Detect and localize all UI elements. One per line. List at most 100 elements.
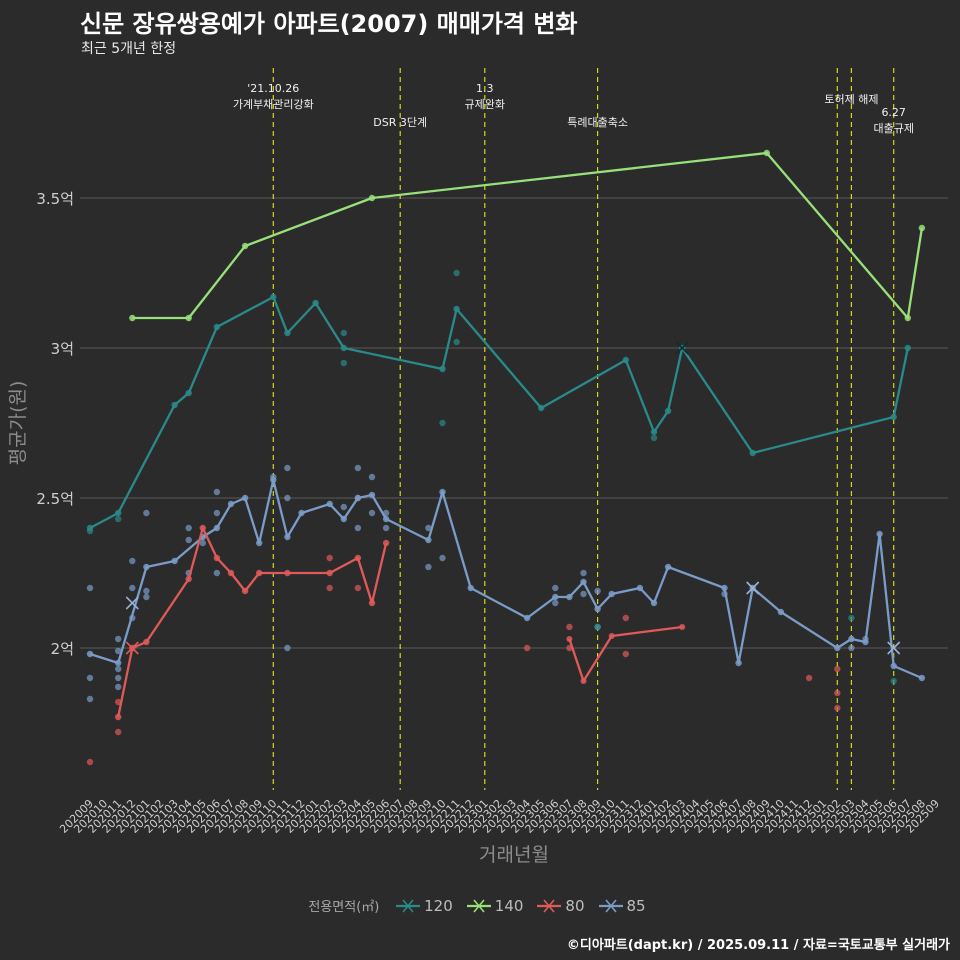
point-85 bbox=[115, 635, 122, 643]
line-point-85 bbox=[777, 608, 785, 616]
point-120 bbox=[340, 329, 347, 337]
point-85 bbox=[129, 557, 136, 565]
cross-stroke bbox=[675, 341, 689, 355]
cross-stroke bbox=[746, 581, 760, 595]
legend-label: 85 bbox=[626, 896, 646, 915]
line-point-120 bbox=[650, 428, 658, 436]
y-axis-label: 평균가(원) bbox=[7, 381, 29, 466]
line-point-85 bbox=[890, 662, 897, 670]
point-80 bbox=[326, 554, 333, 562]
line-point-80 bbox=[566, 636, 573, 642]
point-85 bbox=[213, 509, 221, 517]
line-point-120 bbox=[890, 413, 897, 421]
legend-key bbox=[394, 897, 422, 915]
point-80 bbox=[354, 584, 362, 592]
line-point-140 bbox=[918, 224, 926, 232]
point-120 bbox=[890, 677, 897, 685]
line-120 bbox=[89, 295, 909, 530]
point-120 bbox=[439, 419, 446, 427]
line-point-85 bbox=[721, 584, 728, 592]
y-tick-label: 2억 bbox=[51, 640, 74, 658]
point-85 bbox=[354, 524, 362, 532]
line-point-85 bbox=[241, 494, 249, 502]
line-point-85 bbox=[848, 635, 855, 643]
cross-marker-85 bbox=[746, 581, 760, 595]
point-85 bbox=[185, 524, 192, 532]
line-point-85 bbox=[439, 488, 446, 496]
cross-marker-80 bbox=[125, 641, 139, 655]
point-85 bbox=[425, 563, 432, 571]
line-point-80 bbox=[227, 569, 235, 577]
line-point-85 bbox=[86, 650, 94, 658]
point-85 bbox=[439, 554, 446, 562]
line-point-85 bbox=[862, 638, 869, 646]
legend: 전용면적(㎡) 120 140 80 85 bbox=[0, 896, 960, 915]
point-85 bbox=[580, 569, 587, 577]
point-85 bbox=[848, 644, 855, 652]
line-point-85 bbox=[256, 539, 263, 547]
line-point-80 bbox=[241, 587, 249, 595]
series-layer bbox=[86, 149, 926, 766]
point-80 bbox=[834, 704, 841, 712]
point-85 bbox=[115, 665, 122, 673]
line-point-85 bbox=[115, 659, 122, 667]
point-85 bbox=[143, 509, 150, 517]
line-point-120 bbox=[185, 389, 192, 397]
point-85 bbox=[213, 569, 221, 577]
point-80 bbox=[326, 584, 333, 592]
cross-marker-120 bbox=[675, 341, 689, 355]
line-point-80 bbox=[382, 539, 390, 547]
line-140 bbox=[132, 151, 924, 320]
line-80 bbox=[117, 526, 388, 718]
event-annotation: 특례대출축소 bbox=[567, 116, 628, 129]
point-85 bbox=[368, 509, 376, 517]
line-point-85 bbox=[876, 530, 883, 538]
line-point-85 bbox=[580, 578, 587, 586]
event-annotation: 1.3 bbox=[476, 82, 494, 95]
line-point-120 bbox=[270, 293, 277, 301]
point-85 bbox=[199, 539, 206, 547]
line-point-85 bbox=[227, 500, 235, 508]
point-85 bbox=[340, 503, 347, 511]
point-85 bbox=[382, 524, 390, 532]
point-80 bbox=[622, 650, 629, 658]
line-point-80 bbox=[256, 569, 263, 577]
point-85 bbox=[284, 644, 291, 652]
line-point-80 bbox=[115, 713, 122, 721]
y-tick-labels: 2억 2.5억 3억 3.5억 bbox=[36, 190, 74, 658]
cross-stroke bbox=[887, 641, 901, 655]
cross-marker-85 bbox=[125, 596, 139, 610]
point-85 bbox=[86, 695, 94, 703]
line-point-85 bbox=[326, 500, 333, 508]
line-point-140 bbox=[904, 314, 911, 322]
event-lines bbox=[272, 68, 895, 790]
line-point-85 bbox=[467, 584, 474, 592]
line-point-120 bbox=[340, 344, 347, 352]
line-point-140 bbox=[185, 314, 192, 322]
point-85 bbox=[580, 590, 587, 598]
point-80 bbox=[566, 623, 573, 631]
line-point-140 bbox=[129, 314, 136, 322]
point-80 bbox=[805, 674, 813, 682]
cross-stroke bbox=[125, 596, 139, 610]
legend-label: 120 bbox=[424, 896, 453, 915]
line-point-85 bbox=[425, 536, 432, 544]
point-85 bbox=[213, 488, 221, 496]
line-point-85 bbox=[340, 515, 347, 523]
point-85 bbox=[425, 524, 432, 532]
line-point-80 bbox=[354, 554, 362, 562]
point-120 bbox=[594, 623, 601, 631]
line-point-85 bbox=[834, 644, 841, 652]
line-point-80 bbox=[679, 624, 686, 630]
line-point-140 bbox=[241, 242, 249, 250]
line-point-80 bbox=[284, 569, 291, 577]
line-80-b bbox=[568, 625, 683, 683]
line-point-80 bbox=[213, 554, 221, 562]
legend-item-80: 80 bbox=[535, 896, 585, 915]
y-tick-label: 3.5억 bbox=[36, 190, 74, 208]
point-85 bbox=[129, 584, 136, 592]
event-annotation: 대출규제 bbox=[873, 122, 913, 135]
line-point-120 bbox=[86, 524, 94, 532]
line-point-85 bbox=[552, 593, 559, 601]
